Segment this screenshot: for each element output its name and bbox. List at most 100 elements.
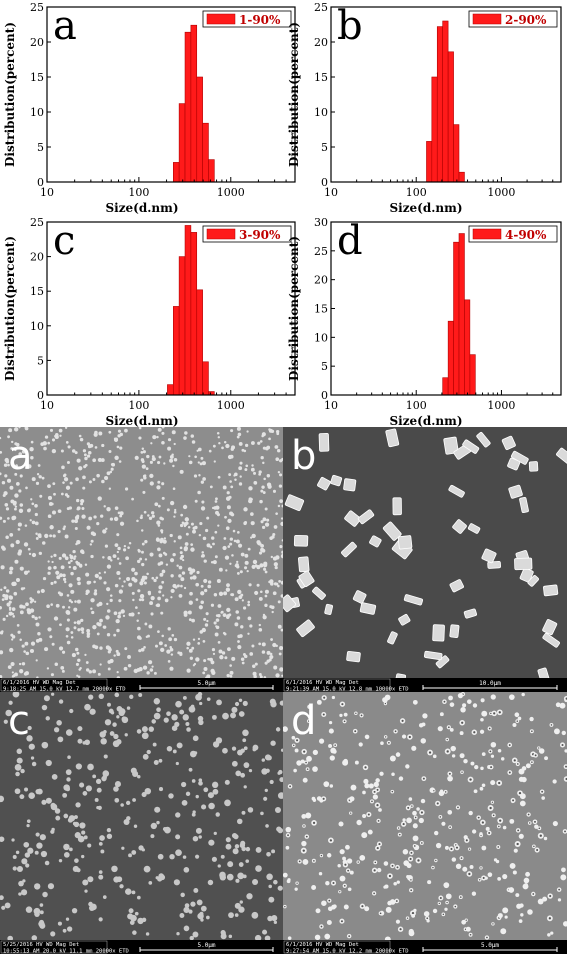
- nanoparticle: [11, 838, 15, 842]
- nanoparticle: [37, 464, 41, 467]
- nanoparticle: [0, 836, 5, 842]
- nanoparticle: [65, 441, 69, 444]
- nanoparticle: [121, 585, 124, 588]
- nanoparticle: [134, 911, 139, 916]
- nanoparticle: [98, 571, 101, 575]
- nanoparticle: [141, 550, 144, 554]
- nanoparticle: [202, 671, 206, 675]
- nanoparticle: [173, 510, 177, 514]
- nanoparticle: [270, 555, 273, 559]
- legend-label: 1-90%: [239, 13, 281, 27]
- nanoparticle: [275, 727, 281, 732]
- histogram-bar: [431, 76, 438, 183]
- nanoparticle: [21, 644, 25, 648]
- legend-label: 4-90%: [505, 228, 547, 242]
- nanoparticle: [134, 571, 138, 576]
- nanoparticle: [141, 447, 145, 451]
- nanoparticle: [116, 571, 121, 576]
- ring-hole: [328, 899, 331, 902]
- nanoparticle: [83, 835, 88, 840]
- ring-hole: [374, 861, 377, 864]
- nanoparticle: [192, 810, 196, 814]
- nanoparticle: [114, 781, 121, 788]
- nanoparticle: [91, 610, 95, 615]
- nanoparticle: [182, 558, 185, 562]
- nanoparticle: [211, 536, 215, 540]
- nanoparticle: [198, 605, 203, 610]
- nanoparticle: [268, 437, 271, 441]
- nanoparticle: [132, 798, 136, 802]
- ring-hole: [539, 834, 542, 837]
- nanoparticle: [53, 616, 59, 621]
- nanoparticle: [71, 653, 76, 658]
- nanoparticle: [26, 819, 31, 824]
- nanoparticle: [2, 617, 6, 621]
- nanoparticle: [191, 440, 196, 444]
- nanoparticle: [234, 913, 239, 917]
- nanoparticle: [246, 893, 253, 900]
- nanoparticle: [75, 662, 79, 666]
- y-tick-label: 25: [314, 245, 328, 258]
- nanoparticle: [209, 657, 213, 662]
- nanoparticle: [51, 560, 54, 564]
- crystal-particle: [514, 557, 533, 571]
- histogram-bar: [458, 233, 465, 396]
- nanoparticle: [85, 661, 89, 664]
- nanoparticle: [136, 619, 139, 622]
- ring-particle: [481, 752, 486, 756]
- nanoparticle: [188, 455, 191, 458]
- ring-particle: [412, 835, 419, 842]
- sem-info-line1: 6/1/2016 HV WD Mag Det: [3, 680, 76, 686]
- nanoparticle: [194, 455, 197, 459]
- nanoparticle: [278, 769, 283, 775]
- nanoparticle: [25, 486, 28, 490]
- nanoparticle: [203, 787, 209, 793]
- nanoparticle: [66, 618, 70, 622]
- nanoparticle: [193, 751, 198, 755]
- nanoparticle: [229, 537, 234, 541]
- ring-particle: [412, 810, 417, 816]
- ring-particle: [502, 825, 507, 830]
- y-tick-label: 20: [314, 36, 328, 49]
- ring-particle: [302, 777, 308, 783]
- nanoparticle: [250, 467, 255, 472]
- nanoparticle: [141, 732, 149, 740]
- nanoparticle: [89, 708, 96, 715]
- nanoparticle: [264, 754, 272, 761]
- ring-hole: [536, 849, 539, 852]
- nanoparticle: [82, 486, 86, 490]
- ring-particle: [398, 776, 404, 781]
- nanoparticle: [198, 474, 201, 477]
- ring-particle: [465, 926, 471, 932]
- ring-hole: [397, 827, 400, 829]
- nanoparticle: [158, 787, 164, 792]
- nanoparticle: [128, 582, 133, 587]
- nanoparticle: [15, 850, 20, 855]
- nanoparticle: [98, 917, 103, 922]
- nanoparticle: [248, 497, 253, 502]
- ring-hole: [497, 846, 500, 848]
- nanoparticle: [189, 656, 194, 660]
- ring-particle: [418, 723, 424, 728]
- nanoparticle: [272, 532, 276, 537]
- nanoparticle: [14, 763, 22, 771]
- ring-hole: [401, 719, 404, 722]
- nanoparticle: [202, 536, 207, 541]
- nanoparticle: [277, 624, 282, 629]
- nanoparticle: [180, 892, 185, 898]
- ring-particle: [462, 703, 467, 708]
- y-tick-label: 25: [30, 216, 44, 229]
- nanoparticle: [266, 851, 271, 857]
- nanoparticle: [225, 443, 230, 449]
- nanoparticle: [59, 592, 64, 597]
- ring-hole: [312, 821, 316, 824]
- sem-scale-label: 10.0µm: [479, 680, 501, 687]
- ring-particle: [311, 885, 317, 890]
- nanoparticle: [192, 526, 196, 530]
- ring-hole: [439, 896, 442, 899]
- nanoparticle: [277, 584, 280, 588]
- nanoparticle: [95, 778, 102, 785]
- nanoparticle: [259, 563, 264, 568]
- nanoparticle: [185, 721, 190, 727]
